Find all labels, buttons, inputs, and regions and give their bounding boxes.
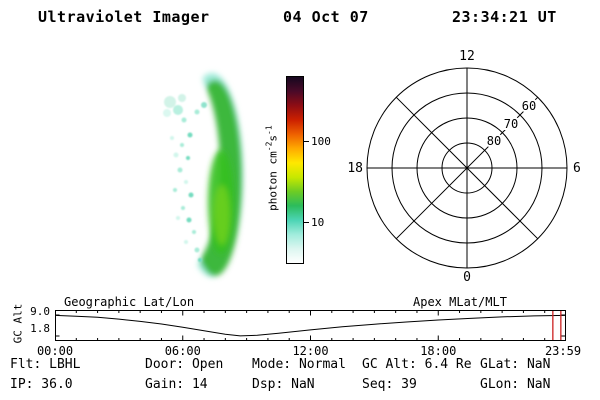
strip-right-annotation: Apex MLat/MLT [413, 295, 507, 309]
polar-ring-label-80: 80 [487, 134, 501, 148]
polar-label-12: 12 [459, 49, 475, 64]
colorbar-gradient [287, 77, 303, 263]
polar-label-6: 6 [573, 161, 581, 176]
strip-ytick-top: 9.0 [30, 305, 50, 318]
header-time: 23:34:21 UT [452, 8, 557, 26]
status-flt: Flt: LBHL [10, 357, 81, 372]
polar-grid: 12 0 18 6 60 70 80 [348, 49, 581, 285]
strip-left-annotation: Geographic Lat/Lon [64, 295, 195, 309]
strip-xtick-1: 06:00 [164, 344, 201, 358]
colorbar [286, 76, 304, 264]
strip-xtick-3: 18:00 [420, 344, 457, 358]
strip-ytick-bottom: 1.8 [30, 322, 50, 335]
colorbar-units-exp1: -2 [264, 141, 274, 152]
app-title: Ultraviolet Imager [38, 8, 210, 26]
status-glon: GLon: NaN [480, 377, 551, 392]
status-seq: Seq: 39 [362, 377, 417, 392]
polar-ring-label-60: 60 [522, 99, 536, 113]
aurora-speckles [163, 94, 207, 262]
strip-xtick-2: 12:00 [292, 344, 329, 358]
status-ip: IP: 36.0 [10, 377, 73, 392]
polar-ring-labels: 60 70 80 [485, 97, 538, 150]
colorbar-units-mid: s [266, 134, 280, 142]
header-date: 04 Oct 07 [283, 8, 369, 26]
strip-plot [55, 310, 566, 341]
colorbar-units-exp2: -1 [264, 125, 274, 135]
colorbar-units-base: photon cm [266, 151, 280, 211]
status-gcalt: GC Alt: 6.4 Re [362, 357, 472, 372]
status-gain: Gain: 14 [145, 377, 208, 392]
colorbar-tick-lower [304, 222, 309, 223]
aurora-carve [148, 66, 220, 270]
status-door: Door: Open [145, 357, 224, 372]
strip-xtick-0: 00:00 [36, 344, 74, 358]
aurora-core [208, 150, 234, 254]
strip-xtick-4: 23:59 [544, 344, 582, 358]
colorbar-tick-upper [304, 141, 309, 142]
status-dsp: Dsp: NaN [252, 377, 315, 392]
colorbar-tick-upper-label: 100 [311, 135, 331, 148]
status-mode: Mode: Normal [252, 357, 346, 372]
status-glat: GLat: NaN [480, 357, 551, 372]
polar-ring-label-70: 70 [504, 117, 518, 131]
polar-spokes [367, 68, 567, 268]
colorbar-tick-lower-label: 10 [311, 216, 325, 229]
orbit-curve [55, 314, 566, 337]
polar-label-0: 0 [463, 270, 471, 285]
aurora-image [148, 66, 243, 277]
polar-label-18: 18 [348, 161, 363, 176]
